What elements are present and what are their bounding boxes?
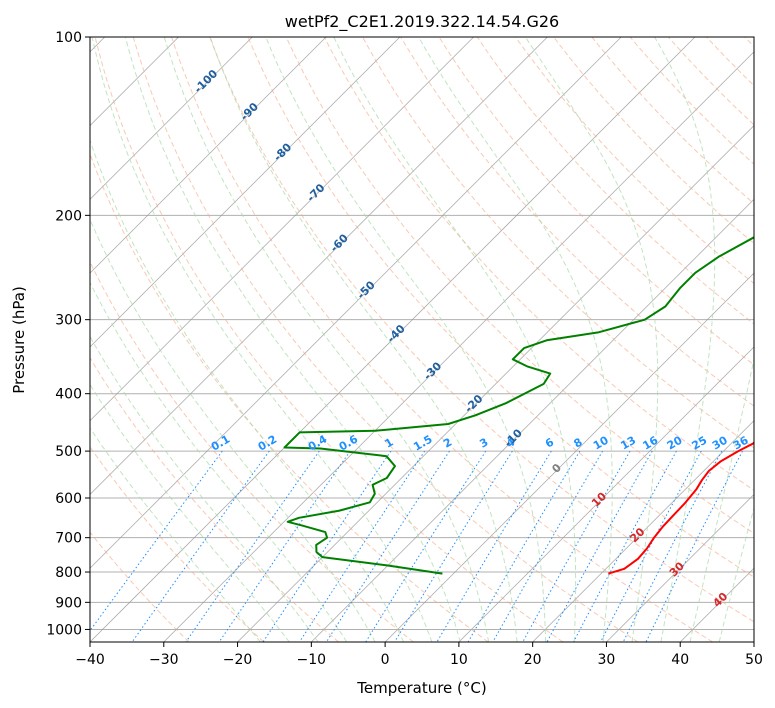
y-tick-label: 700	[55, 531, 82, 547]
x-tick-label: 0	[381, 652, 390, 668]
x-tick-label: −20	[223, 652, 253, 668]
x-tick-label: −10	[297, 652, 327, 668]
moist-adiabat-line	[90, 427, 261, 642]
mixing-ratio-line	[394, 450, 513, 642]
x-tick-label: 50	[745, 652, 763, 668]
dry-adiabat-line	[90, 260, 414, 642]
dry-adiabat-line	[171, 37, 713, 642]
dry-adiabat-line	[629, 37, 754, 165]
x-tick-label: 20	[524, 652, 542, 668]
y-tick-label: 800	[55, 565, 82, 581]
mixing-ratio-line	[622, 450, 723, 642]
mixing-ratio-line	[522, 450, 631, 642]
dry-adiabat-line	[400, 37, 754, 407]
mixing-ratio-line	[573, 450, 677, 642]
isotherm-line	[606, 493, 754, 642]
moist-adiabat-line	[418, 37, 613, 642]
y-tick-label: 300	[55, 313, 82, 329]
x-tick-label: 40	[671, 652, 689, 668]
dry-adiabat-line	[94, 37, 564, 642]
moist-adiabat-line	[90, 335, 319, 642]
moist-adiabat-line	[163, 37, 490, 642]
dry-adiabat-line	[438, 37, 754, 366]
plot-frame	[89, 36, 755, 643]
isotherm-line	[90, 37, 253, 200]
isotherm-line	[90, 37, 401, 348]
dry-adiabat-line	[209, 37, 754, 623]
dry-adiabat-line	[362, 37, 754, 449]
isotherm-line	[532, 420, 754, 642]
y-tick-label: 600	[55, 491, 82, 507]
isotherm-line	[384, 272, 754, 642]
dewpoint-profile-line	[283, 236, 754, 575]
isotherm-line	[90, 37, 474, 422]
moist-adiabat-line	[124, 37, 461, 642]
moist-adiabat-line	[90, 218, 376, 642]
mixing-ratio-line	[185, 450, 320, 642]
moist-adiabat-line	[90, 138, 405, 642]
isotherm-line	[753, 641, 754, 642]
y-tick-label: 1000	[46, 622, 82, 638]
isotherm-line	[90, 37, 622, 569]
chart-title: wetPf2_C2E1.2019.322.14.54.G26	[285, 12, 559, 32]
moist-adiabat-line	[333, 37, 577, 642]
temperature-profile-line	[608, 441, 754, 575]
dry-adiabat-line	[132, 37, 639, 642]
dry-adiabat-line	[90, 531, 190, 642]
mixing-ratio-line	[90, 450, 223, 632]
moist-adiabat-line	[209, 37, 518, 642]
x-tick-label: 30	[598, 652, 616, 668]
moist-adiabat-line	[90, 383, 290, 642]
y-tick-label: 900	[55, 595, 82, 611]
y-tick-label: 200	[55, 208, 82, 224]
moist-adiabat-line	[718, 506, 754, 642]
isotherm-line	[458, 346, 754, 642]
x-tick-label: −40	[75, 652, 105, 668]
moist-adiabat-line	[91, 37, 433, 642]
y-tick-label: 400	[55, 387, 82, 403]
dry-adiabat-line	[323, 37, 754, 491]
mixing-ratio-line	[299, 450, 426, 642]
mixing-ratio-line	[600, 450, 702, 642]
plot-background	[90, 37, 754, 642]
y-tick-label: 500	[55, 444, 82, 460]
x-tick-label: 10	[450, 652, 468, 668]
moist-adiabat-line	[654, 37, 716, 642]
mixing-ratio-line	[645, 450, 743, 642]
mixing-ratio-line	[262, 450, 392, 642]
mixing-ratio-line	[218, 450, 351, 642]
y-tick-label: 100	[55, 30, 82, 46]
x-tick-label: −30	[149, 652, 179, 668]
x-axis-title: Temperature (°C)	[356, 679, 486, 697]
isotherm-line	[90, 37, 548, 496]
isotherm-line	[90, 37, 327, 274]
moist-adiabat-line	[689, 356, 754, 642]
isotherm-line	[237, 124, 754, 642]
mixing-ratio-line	[546, 450, 653, 642]
moist-adiabat-line	[90, 281, 348, 642]
moist-adiabat-line	[265, 37, 547, 642]
isotherm-line	[90, 37, 696, 642]
dry-adiabat-line	[90, 356, 339, 642]
dry-adiabat-line	[476, 37, 754, 325]
y-axis-title: Pressure (hPa)	[10, 286, 28, 394]
mixing-ratio-line	[492, 450, 604, 642]
moist-adiabat-line	[524, 37, 659, 642]
dry-adiabat-line	[553, 37, 754, 245]
isotherm-line	[163, 51, 754, 642]
